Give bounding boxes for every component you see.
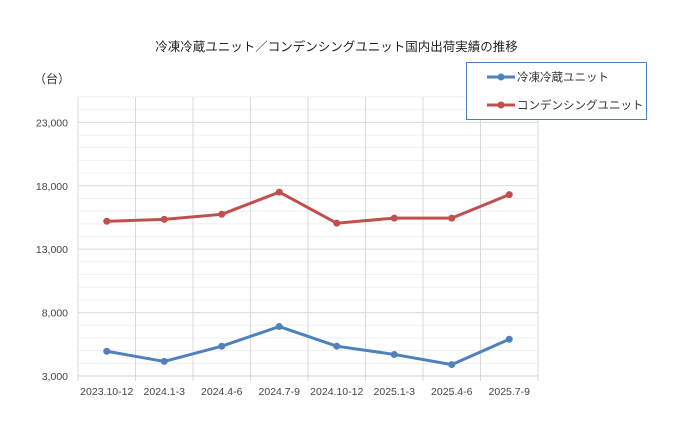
data-point-series-1 xyxy=(218,210,226,218)
series-line-1 xyxy=(106,190,510,225)
x-tick-label: 2024.10-12 xyxy=(310,386,363,398)
legend-marker-series-1 xyxy=(487,101,515,109)
y-tick-label: 23,000 xyxy=(36,117,68,129)
data-point-series-0 xyxy=(275,323,283,331)
legend-label: コンデンシングユニット xyxy=(517,98,644,112)
x-tick-label: 2024.4-6 xyxy=(201,386,243,398)
data-point-series-0 xyxy=(160,357,168,365)
data-point-series-1 xyxy=(103,217,111,225)
y-tick-label: 18,000 xyxy=(36,181,68,193)
y-tick-label: 8,000 xyxy=(42,308,68,320)
data-point-series-0 xyxy=(218,342,226,350)
y-tick-label: 3,000 xyxy=(42,371,68,383)
data-point-series-1 xyxy=(390,214,398,222)
series-line-0 xyxy=(106,325,510,367)
y-axis-unit-label: （台） xyxy=(34,72,71,86)
x-tick-label: 2025.4-6 xyxy=(431,386,473,398)
data-point-series-0 xyxy=(390,350,398,358)
legend-item-series-0: 冷凍冷蔵ユニット xyxy=(487,69,609,85)
data-point-series-0 xyxy=(103,347,111,355)
chart-title: 冷凍冷蔵ユニット／コンデンシングユニット国内出荷実績の推移 xyxy=(155,39,518,54)
data-point-series-1 xyxy=(333,219,341,227)
x-tick-label: 2025.1-3 xyxy=(374,386,416,398)
data-point-series-1 xyxy=(448,214,456,222)
x-tick-label: 2025.7-9 xyxy=(489,386,531,398)
data-point-series-1 xyxy=(275,188,283,196)
y-tick-label: 13,000 xyxy=(36,244,68,256)
x-tick-label: 2024.7-9 xyxy=(259,386,301,398)
legend: 冷凍冷蔵ユニット コンデンシングユニット xyxy=(466,62,647,120)
data-point-series-1 xyxy=(505,191,513,199)
legend-label: 冷凍冷蔵ユニット xyxy=(517,70,609,84)
x-tick-label: 2024.1-3 xyxy=(144,386,186,398)
data-point-series-0 xyxy=(448,361,456,369)
data-point-series-1 xyxy=(160,215,168,223)
legend-item-series-1: コンデンシングユニット xyxy=(487,97,644,113)
data-point-series-0 xyxy=(505,335,513,343)
legend-marker-series-0 xyxy=(487,73,515,81)
data-point-series-0 xyxy=(333,342,341,350)
x-tick-label: 2023.10-12 xyxy=(80,386,133,398)
